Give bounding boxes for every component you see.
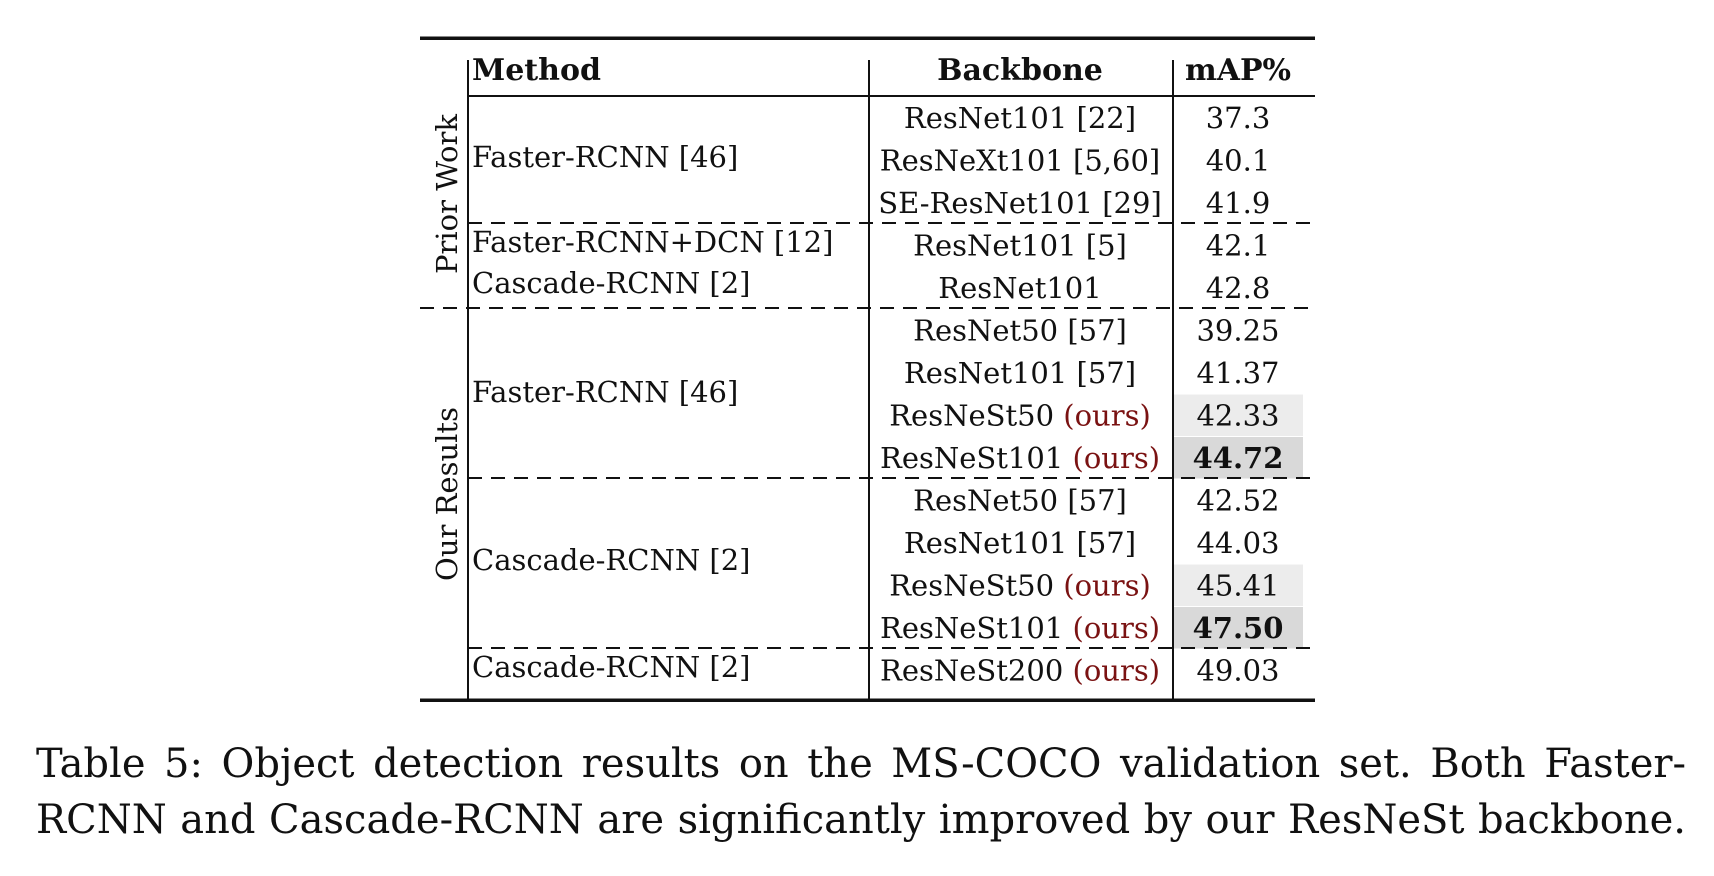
method-column: Faster-RCNN [46] Faster-RCNN+DCN [12] Ca… bbox=[472, 140, 833, 684]
table-header: Method Backbone mAP% bbox=[472, 53, 1291, 88]
backbone-cell: ResNet50 [57] bbox=[913, 484, 1127, 518]
header-map: mAP% bbox=[1185, 53, 1291, 88]
map-cell: 37.3 bbox=[1206, 101, 1271, 135]
backbone-name: ResNet101 [5] bbox=[913, 229, 1127, 263]
backbone-name: ResNet50 [57] bbox=[913, 314, 1127, 348]
highlight-cell bbox=[1173, 394, 1303, 436]
backbone-cell: ResNeSt101 (ours) bbox=[880, 441, 1160, 475]
backbone-cell: ResNet101 [57] bbox=[904, 356, 1136, 390]
highlight-cell bbox=[1173, 607, 1303, 649]
backbone-name: ResNeSt200 bbox=[880, 654, 1063, 688]
header-method: Method bbox=[472, 53, 601, 88]
backbone-cell: ResNet50 [57] bbox=[913, 314, 1127, 348]
map-cell: 42.52 bbox=[1196, 484, 1279, 518]
backbone-name: ResNeSt50 bbox=[889, 569, 1054, 603]
header-backbone: Backbone bbox=[937, 53, 1103, 88]
caption-line-1: Table 5: Object detection results on the… bbox=[36, 741, 1686, 787]
highlight-shading bbox=[1173, 394, 1303, 649]
backbone-cell: ResNeXt101 [5,60] bbox=[880, 144, 1160, 178]
backbone-cell: ResNeSt50 (ours) bbox=[889, 399, 1151, 433]
ours-marker: (ours) bbox=[1073, 611, 1161, 645]
highlight-cell bbox=[1173, 564, 1303, 606]
map-cell: 44.72 bbox=[1193, 441, 1284, 475]
backbone-name: ResNet101 [57] bbox=[904, 526, 1136, 560]
backbone-cell: SE-ResNet101 [29] bbox=[878, 186, 1162, 220]
backbone-cell: ResNeSt200 (ours) bbox=[880, 654, 1160, 688]
backbone-cell: ResNet101 [22] bbox=[904, 101, 1136, 135]
backbone-name: ResNeSt101 bbox=[880, 441, 1063, 475]
map-cell: 42.33 bbox=[1196, 399, 1279, 433]
map-cell: 42.8 bbox=[1206, 271, 1271, 305]
ours-marker: (ours) bbox=[1063, 399, 1151, 433]
backbone-name: ResNeXt101 [5,60] bbox=[880, 144, 1160, 178]
method-cell: Faster-RCNN [46] bbox=[472, 140, 738, 174]
method-cell: Faster-RCNN+DCN [12] bbox=[472, 225, 833, 259]
ours-marker: (ours) bbox=[1063, 569, 1151, 603]
ours-marker: (ours) bbox=[1073, 654, 1161, 688]
group-label-our-results: Our Results bbox=[430, 407, 464, 581]
group-label-prior-work: Prior Work bbox=[430, 114, 464, 274]
backbone-cell: ResNeSt101 (ours) bbox=[880, 611, 1160, 645]
backbone-name: ResNet101 [22] bbox=[904, 101, 1136, 135]
backbone-name: ResNeSt50 bbox=[889, 399, 1054, 433]
method-cell: Cascade-RCNN [2] bbox=[472, 543, 751, 577]
map-cell: 49.03 bbox=[1196, 654, 1279, 688]
backbone-name: ResNet101 bbox=[938, 271, 1101, 305]
map-cell: 40.1 bbox=[1206, 144, 1271, 178]
backbone-name: ResNet101 [57] bbox=[904, 356, 1136, 390]
caption-line-2: RCNN and Cascade-RCNN are significantly … bbox=[36, 797, 1686, 843]
map-cell: 41.37 bbox=[1196, 356, 1279, 390]
group-labels: Prior Work Our Results bbox=[430, 114, 464, 581]
backbone-cell: ResNeSt50 (ours) bbox=[889, 569, 1151, 603]
backbone-name: ResNeSt101 bbox=[880, 611, 1063, 645]
map-cell: 47.50 bbox=[1193, 611, 1284, 645]
map-cell: 45.41 bbox=[1196, 569, 1279, 603]
backbone-cell: ResNet101 [5] bbox=[913, 229, 1127, 263]
table-caption: Table 5: Object detection results on the… bbox=[36, 736, 1686, 848]
map-cell: 44.03 bbox=[1196, 526, 1279, 560]
method-cell: Cascade-RCNN [2] bbox=[472, 266, 751, 300]
ours-marker: (ours) bbox=[1073, 441, 1161, 475]
results-table: Method Backbone mAP% Prior Work Our Resu… bbox=[420, 36, 1315, 702]
backbone-name: SE-ResNet101 [29] bbox=[878, 186, 1162, 220]
method-cell: Faster-RCNN [46] bbox=[472, 375, 738, 409]
table-rules bbox=[420, 36, 1315, 702]
backbone-name: ResNet50 [57] bbox=[913, 484, 1127, 518]
map-cell: 42.1 bbox=[1206, 229, 1271, 263]
method-cell: Cascade-RCNN [2] bbox=[472, 650, 751, 684]
map-cell: 41.9 bbox=[1206, 186, 1271, 220]
map-cell: 39.25 bbox=[1196, 314, 1279, 348]
backbone-cell: ResNet101 [57] bbox=[904, 526, 1136, 560]
table-body: ResNet101 [22] 37.3 ResNeXt101 [5,60] 40.1 S… bbox=[878, 101, 1283, 688]
highlight-cell bbox=[1173, 437, 1303, 479]
backbone-cell: ResNet101 bbox=[938, 271, 1101, 305]
